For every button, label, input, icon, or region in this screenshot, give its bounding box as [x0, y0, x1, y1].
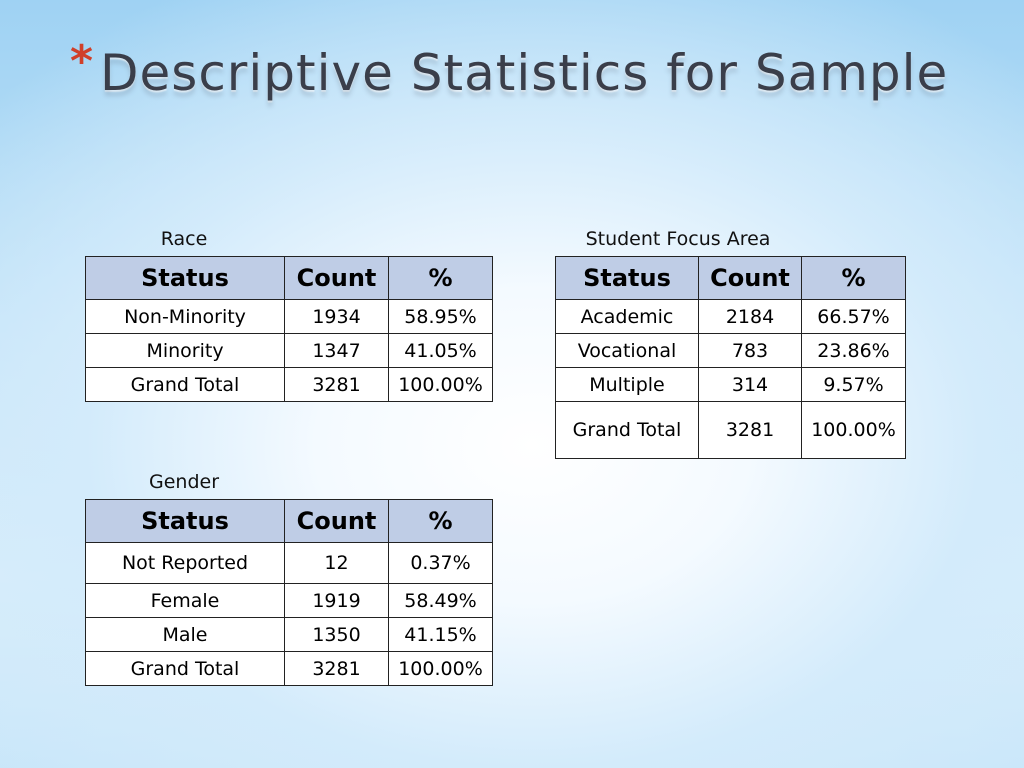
percent-cell: 100.00%	[388, 367, 493, 402]
title-bullet-icon: *	[70, 36, 94, 87]
table-row: Grand Total 3281 100.00%	[85, 367, 493, 402]
status-cell: Non-Minority	[85, 299, 285, 334]
percent-cell: 100.00%	[388, 651, 493, 686]
percent-cell: 9.57%	[801, 367, 906, 402]
status-cell: Grand Total	[85, 651, 285, 686]
count-cell: 1934	[284, 299, 389, 334]
status-cell: Vocational	[555, 333, 699, 368]
table-row: Female 1919 58.49%	[85, 583, 493, 618]
table-row: Grand Total 3281 100.00%	[85, 651, 493, 686]
column-header-percent: %	[801, 256, 906, 300]
status-cell: Grand Total	[555, 401, 699, 459]
status-cell: Female	[85, 583, 285, 618]
count-cell: 2184	[698, 299, 802, 334]
status-cell: Male	[85, 617, 285, 652]
percent-cell: 41.05%	[388, 333, 493, 368]
focus-caption: Student Focus Area	[585, 228, 771, 250]
count-cell: 314	[698, 367, 802, 402]
slide-title: Descriptive Statistics for Sample	[100, 44, 949, 102]
table-row: Non-Minority 1934 58.95%	[85, 299, 493, 334]
table-row: Minority 1347 41.05%	[85, 333, 493, 368]
status-cell: Multiple	[555, 367, 699, 402]
race-caption: Race	[160, 228, 208, 250]
column-header-percent: %	[388, 256, 493, 300]
count-cell: 1919	[284, 583, 389, 618]
table-row: Not Reported 12 0.37%	[85, 542, 493, 584]
race-table: Status Count % Non-Minority 1934 58.95% …	[85, 256, 493, 402]
count-cell: 783	[698, 333, 802, 368]
gender-caption: Gender	[148, 471, 220, 493]
count-cell: 1350	[284, 617, 389, 652]
count-cell: 1347	[284, 333, 389, 368]
column-header-count: Count	[698, 256, 802, 300]
column-header-count: Count	[284, 256, 389, 300]
table-row: Academic 2184 66.57%	[555, 299, 906, 334]
percent-cell: 66.57%	[801, 299, 906, 334]
column-header-status: Status	[555, 256, 699, 300]
table-row: Multiple 314 9.57%	[555, 367, 906, 402]
status-cell: Not Reported	[85, 542, 285, 584]
table-row: Male 1350 41.15%	[85, 617, 493, 652]
percent-cell: 58.95%	[388, 299, 493, 334]
percent-cell: 41.15%	[388, 617, 493, 652]
table-row: Grand Total 3281 100.00%	[555, 401, 906, 459]
column-header-status: Status	[85, 256, 285, 300]
column-header-status: Status	[85, 499, 285, 543]
table-header-row: Status Count %	[85, 499, 493, 543]
status-cell: Academic	[555, 299, 699, 334]
gender-table: Status Count % Not Reported 12 0.37% Fem…	[85, 499, 493, 686]
table-header-row: Status Count %	[85, 256, 493, 300]
table-header-row: Status Count %	[555, 256, 906, 300]
percent-cell: 0.37%	[388, 542, 493, 584]
table-row: Vocational 783 23.86%	[555, 333, 906, 368]
status-cell: Minority	[85, 333, 285, 368]
count-cell: 12	[284, 542, 389, 584]
column-header-percent: %	[388, 499, 493, 543]
percent-cell: 23.86%	[801, 333, 906, 368]
count-cell: 3281	[284, 367, 389, 402]
percent-cell: 58.49%	[388, 583, 493, 618]
count-cell: 3281	[698, 401, 802, 459]
status-cell: Grand Total	[85, 367, 285, 402]
percent-cell: 100.00%	[801, 401, 906, 459]
focus-table: Status Count % Academic 2184 66.57% Voca…	[555, 256, 906, 459]
column-header-count: Count	[284, 499, 389, 543]
count-cell: 3281	[284, 651, 389, 686]
